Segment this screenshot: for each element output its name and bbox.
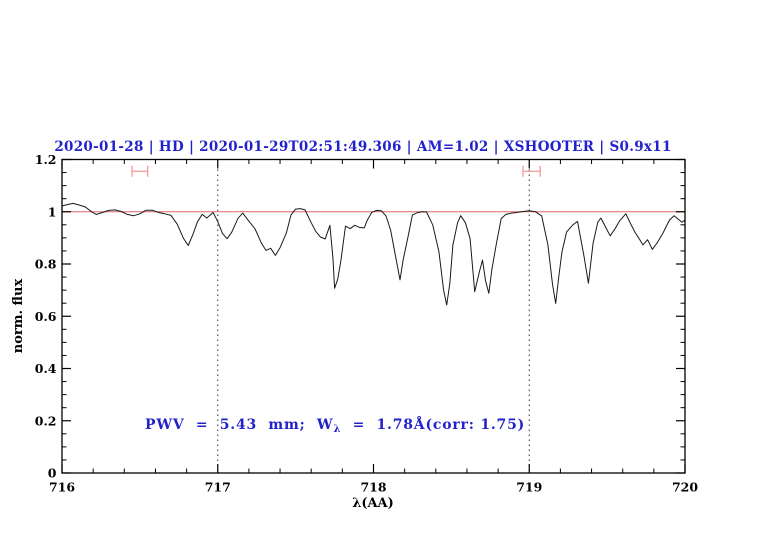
x-tick-label-718: 718 xyxy=(360,480,386,495)
y-tick-label-1.2: 1.2 xyxy=(35,152,57,167)
x-tick-labels: 716 717 718 719 720 xyxy=(49,480,698,495)
x-axis-label: λ(AA) xyxy=(352,496,394,511)
range-marker xyxy=(131,165,149,177)
spectrum-line xyxy=(61,202,686,306)
y-tick-label-0.6: 0.6 xyxy=(35,309,57,324)
y-tick-label-0.8: 0.8 xyxy=(35,257,57,272)
pwv-annotation-prefix: PWV = 5.43 mm; W xyxy=(145,417,333,433)
x-tick-label-717: 717 xyxy=(205,480,231,495)
y-tick-label-0.4: 0.4 xyxy=(35,361,57,376)
y-tick-label-0.2: 0.2 xyxy=(35,413,57,428)
pwv-annotation-suffix: = 1.78Å(corr: 1.75) xyxy=(341,415,525,433)
y-tick-label-0: 0 xyxy=(48,466,57,481)
y-tick-label-1: 1 xyxy=(48,204,57,219)
range-marker xyxy=(522,165,541,177)
plot-title: 2020-01-28 | HD | 2020-01-29T02:51:49.30… xyxy=(54,139,671,155)
pwv-annotation-subscript: λ xyxy=(333,424,341,435)
y-axis-label: norm. flux xyxy=(11,279,26,354)
x-tick-label-719: 719 xyxy=(516,480,542,495)
x-tick-label-716: 716 xyxy=(49,480,75,495)
x-tick-label-720: 720 xyxy=(672,480,698,495)
pwv-annotation: PWV = 5.43 mm; Wλ = 1.78Å(corr: 1.75) xyxy=(145,415,525,435)
y-tick-labels: 0 0.2 0.4 0.6 0.8 1 1.2 xyxy=(35,152,57,481)
plot-geometry xyxy=(61,158,686,474)
